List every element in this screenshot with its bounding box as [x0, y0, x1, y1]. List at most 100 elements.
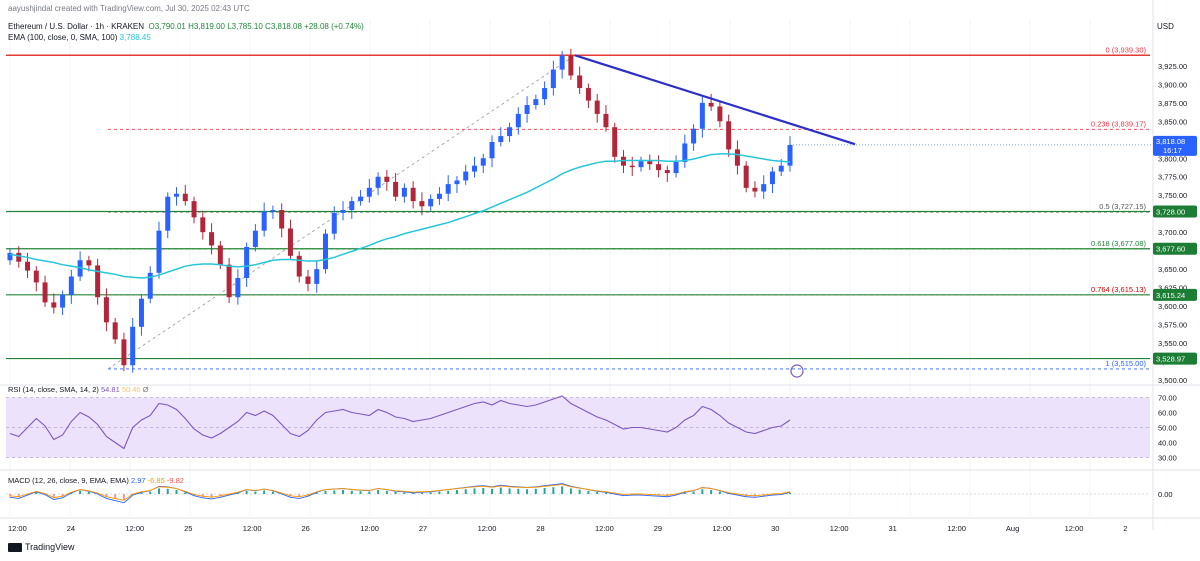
candle-body[interactable] — [743, 165, 749, 188]
candle-body[interactable] — [7, 252, 13, 261]
candle-body[interactable] — [682, 143, 688, 162]
candle-body[interactable] — [410, 187, 416, 202]
bearish-trendline[interactable] — [574, 54, 856, 146]
candle-body[interactable] — [375, 176, 381, 188]
candle-body[interactable] — [314, 269, 320, 284]
candle-body[interactable] — [419, 201, 425, 207]
candle-body[interactable] — [42, 282, 48, 303]
macd-legend[interactable]: MACD (12, 26, close, 9, EMA, EMA) 2.97 -… — [8, 476, 184, 485]
candle-body[interactable] — [752, 187, 758, 192]
currency-label[interactable]: USD — [1157, 22, 1174, 31]
candle-body[interactable] — [480, 158, 486, 166]
candle-body[interactable] — [454, 180, 460, 185]
candle-body[interactable] — [761, 184, 767, 192]
candle-body[interactable] — [734, 149, 740, 166]
candle-body[interactable] — [463, 171, 469, 181]
candle-body[interactable] — [673, 161, 679, 174]
candle-body[interactable] — [112, 322, 118, 340]
candle-body[interactable] — [436, 193, 442, 199]
candle-body[interactable] — [174, 193, 180, 197]
candle-body[interactable] — [138, 298, 144, 327]
candle-body[interactable] — [699, 102, 705, 129]
candle-body[interactable] — [244, 246, 250, 278]
candle-body[interactable] — [270, 210, 276, 212]
candle-body[interactable] — [86, 260, 92, 266]
candle-body[interactable] — [95, 265, 101, 298]
candle-body[interactable] — [542, 88, 548, 100]
candle-body[interactable] — [279, 210, 285, 229]
candle-body[interactable] — [445, 184, 451, 194]
candle-body[interactable] — [235, 278, 241, 298]
candle-body[interactable] — [331, 212, 337, 234]
candle-body[interactable] — [647, 161, 653, 165]
candle-body[interactable] — [778, 165, 784, 172]
candle-body[interactable] — [489, 142, 495, 159]
candle-body[interactable] — [182, 193, 188, 202]
candle-body[interactable] — [103, 297, 109, 323]
ema-legend[interactable]: EMA (100, close, 0, SMA, 100) 3,788.45 — [8, 33, 151, 42]
candle-body[interactable] — [717, 106, 723, 122]
candle-body[interactable] — [524, 105, 530, 114]
candle-body[interactable] — [226, 264, 232, 298]
candle-body[interactable] — [252, 230, 258, 247]
candle-body[interactable] — [296, 255, 302, 277]
candle-body[interactable] — [358, 196, 364, 202]
candle-body[interactable] — [156, 230, 162, 273]
candle-body[interactable] — [305, 276, 311, 284]
candle-body[interactable] — [340, 210, 346, 213]
candle-body[interactable] — [664, 170, 670, 174]
rsi-legend[interactable]: RSI (14, close, SMA, 14, 2) 54.81 50.46 … — [8, 385, 149, 394]
candle-body[interactable] — [25, 261, 31, 271]
candle-body[interactable] — [428, 198, 434, 207]
candle-body[interactable] — [550, 69, 556, 89]
candle-body[interactable] — [130, 326, 136, 366]
candle-body[interactable] — [471, 165, 477, 172]
candle-body[interactable] — [708, 102, 714, 107]
candle-body[interactable] — [498, 136, 504, 142]
lightning-icon[interactable] — [790, 364, 804, 378]
candle-body[interactable] — [60, 295, 66, 308]
candle-body[interactable] — [165, 196, 171, 231]
candle-body[interactable] — [585, 88, 591, 101]
candle-body[interactable] — [568, 55, 574, 76]
candle-body[interactable] — [787, 144, 793, 166]
candle-body[interactable] — [393, 181, 399, 197]
candle-body[interactable] — [594, 100, 600, 114]
candle-body[interactable] — [507, 127, 513, 137]
candle-body[interactable] — [261, 211, 267, 231]
candle-body[interactable] — [366, 187, 372, 197]
candle-body[interactable] — [401, 187, 407, 197]
candle-body[interactable] — [612, 127, 618, 157]
candle-body[interactable] — [121, 339, 127, 366]
candle-body[interactable] — [515, 113, 521, 128]
candle-body[interactable] — [656, 164, 662, 171]
macd-line[interactable] — [9, 483, 791, 504]
candle-body[interactable] — [287, 228, 293, 256]
candle-body[interactable] — [603, 113, 609, 128]
candle-body[interactable] — [533, 99, 539, 106]
candle-body[interactable] — [577, 75, 583, 89]
ema-line[interactable] — [9, 153, 791, 279]
macd-signal-line[interactable] — [9, 484, 791, 501]
candle-body[interactable] — [16, 252, 22, 262]
candle-body[interactable] — [349, 201, 355, 210]
candle-body[interactable] — [217, 245, 223, 265]
candle-body[interactable] — [147, 272, 153, 299]
candle-body[interactable] — [191, 201, 197, 218]
candle-body[interactable] — [33, 270, 39, 283]
candle-body[interactable] — [209, 232, 215, 246]
candle-body[interactable] — [384, 176, 390, 182]
candle-body[interactable] — [726, 121, 732, 150]
rsi-line[interactable] — [9, 395, 791, 450]
candle-body[interactable] — [200, 217, 206, 233]
candle-body[interactable] — [629, 165, 635, 168]
candle-body[interactable] — [638, 161, 644, 168]
candle-body[interactable] — [68, 276, 74, 295]
candle-body[interactable] — [559, 55, 565, 70]
candle-body[interactable] — [323, 233, 329, 270]
candle-body[interactable] — [691, 128, 697, 144]
candle-body[interactable] — [769, 171, 775, 185]
candle-body[interactable] — [51, 302, 57, 308]
